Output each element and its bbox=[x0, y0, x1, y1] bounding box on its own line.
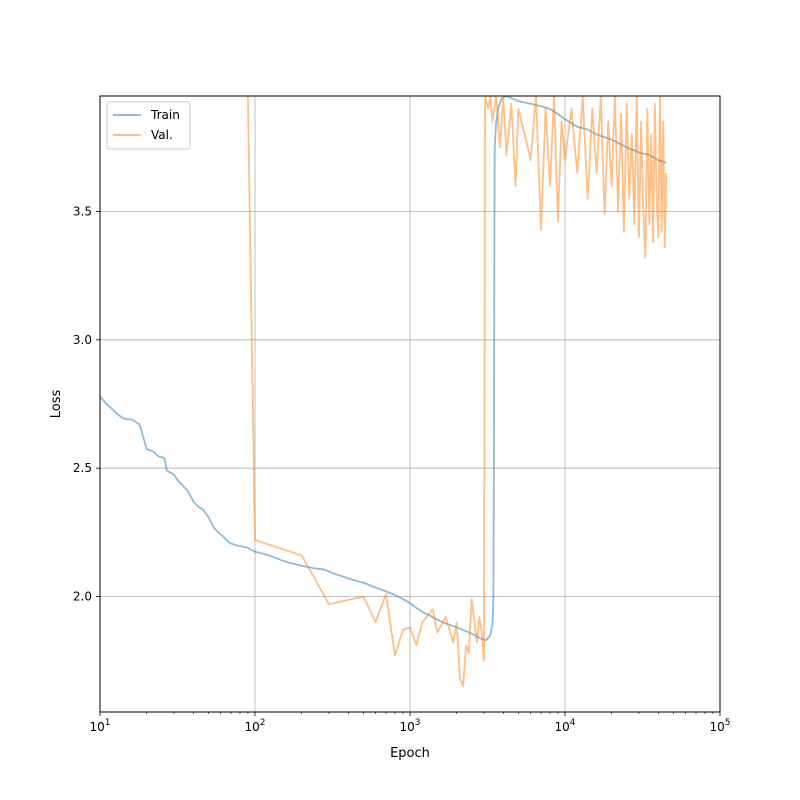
x-tick-label-exponent: 3 bbox=[415, 718, 421, 728]
legend-box bbox=[106, 101, 191, 150]
x-tick-label-exponent: 2 bbox=[260, 718, 266, 728]
series-layer bbox=[100, 96, 668, 688]
x-tick-label: 104 bbox=[554, 718, 575, 734]
x-tick-label-exponent: 4 bbox=[570, 718, 576, 728]
y-tick-label: 2.0 bbox=[73, 590, 92, 604]
series-line-val bbox=[247, 96, 668, 688]
x-tick-label-base: 10 bbox=[89, 720, 104, 734]
x-tick-label-exponent: 5 bbox=[725, 718, 731, 728]
y-tick-label: 3.0 bbox=[73, 333, 92, 347]
x-axis-label: Epoch bbox=[390, 746, 430, 761]
y-axis-label: Loss bbox=[49, 390, 64, 419]
x-tick-label: 103 bbox=[399, 718, 420, 734]
x-tick-label: 102 bbox=[244, 718, 265, 734]
x-tick-label-base: 10 bbox=[244, 720, 259, 734]
x-tick-label-exponent: 1 bbox=[105, 718, 111, 728]
legend-label-val: Val. bbox=[151, 128, 173, 142]
x-tick-label-base: 10 bbox=[554, 720, 569, 734]
series-line-train bbox=[100, 96, 667, 642]
x-tick-label-base: 10 bbox=[399, 720, 414, 734]
x-tick-label: 105 bbox=[709, 718, 730, 734]
x-tick-label: 101 bbox=[89, 718, 110, 734]
legend: Train Val. bbox=[106, 101, 191, 150]
y-tick-label: 2.5 bbox=[73, 461, 92, 475]
x-tick-label-base: 10 bbox=[709, 720, 724, 734]
grid-layer bbox=[99, 96, 721, 712]
legend-label-train: Train bbox=[150, 108, 180, 122]
y-tick-label: 3.5 bbox=[73, 205, 92, 219]
